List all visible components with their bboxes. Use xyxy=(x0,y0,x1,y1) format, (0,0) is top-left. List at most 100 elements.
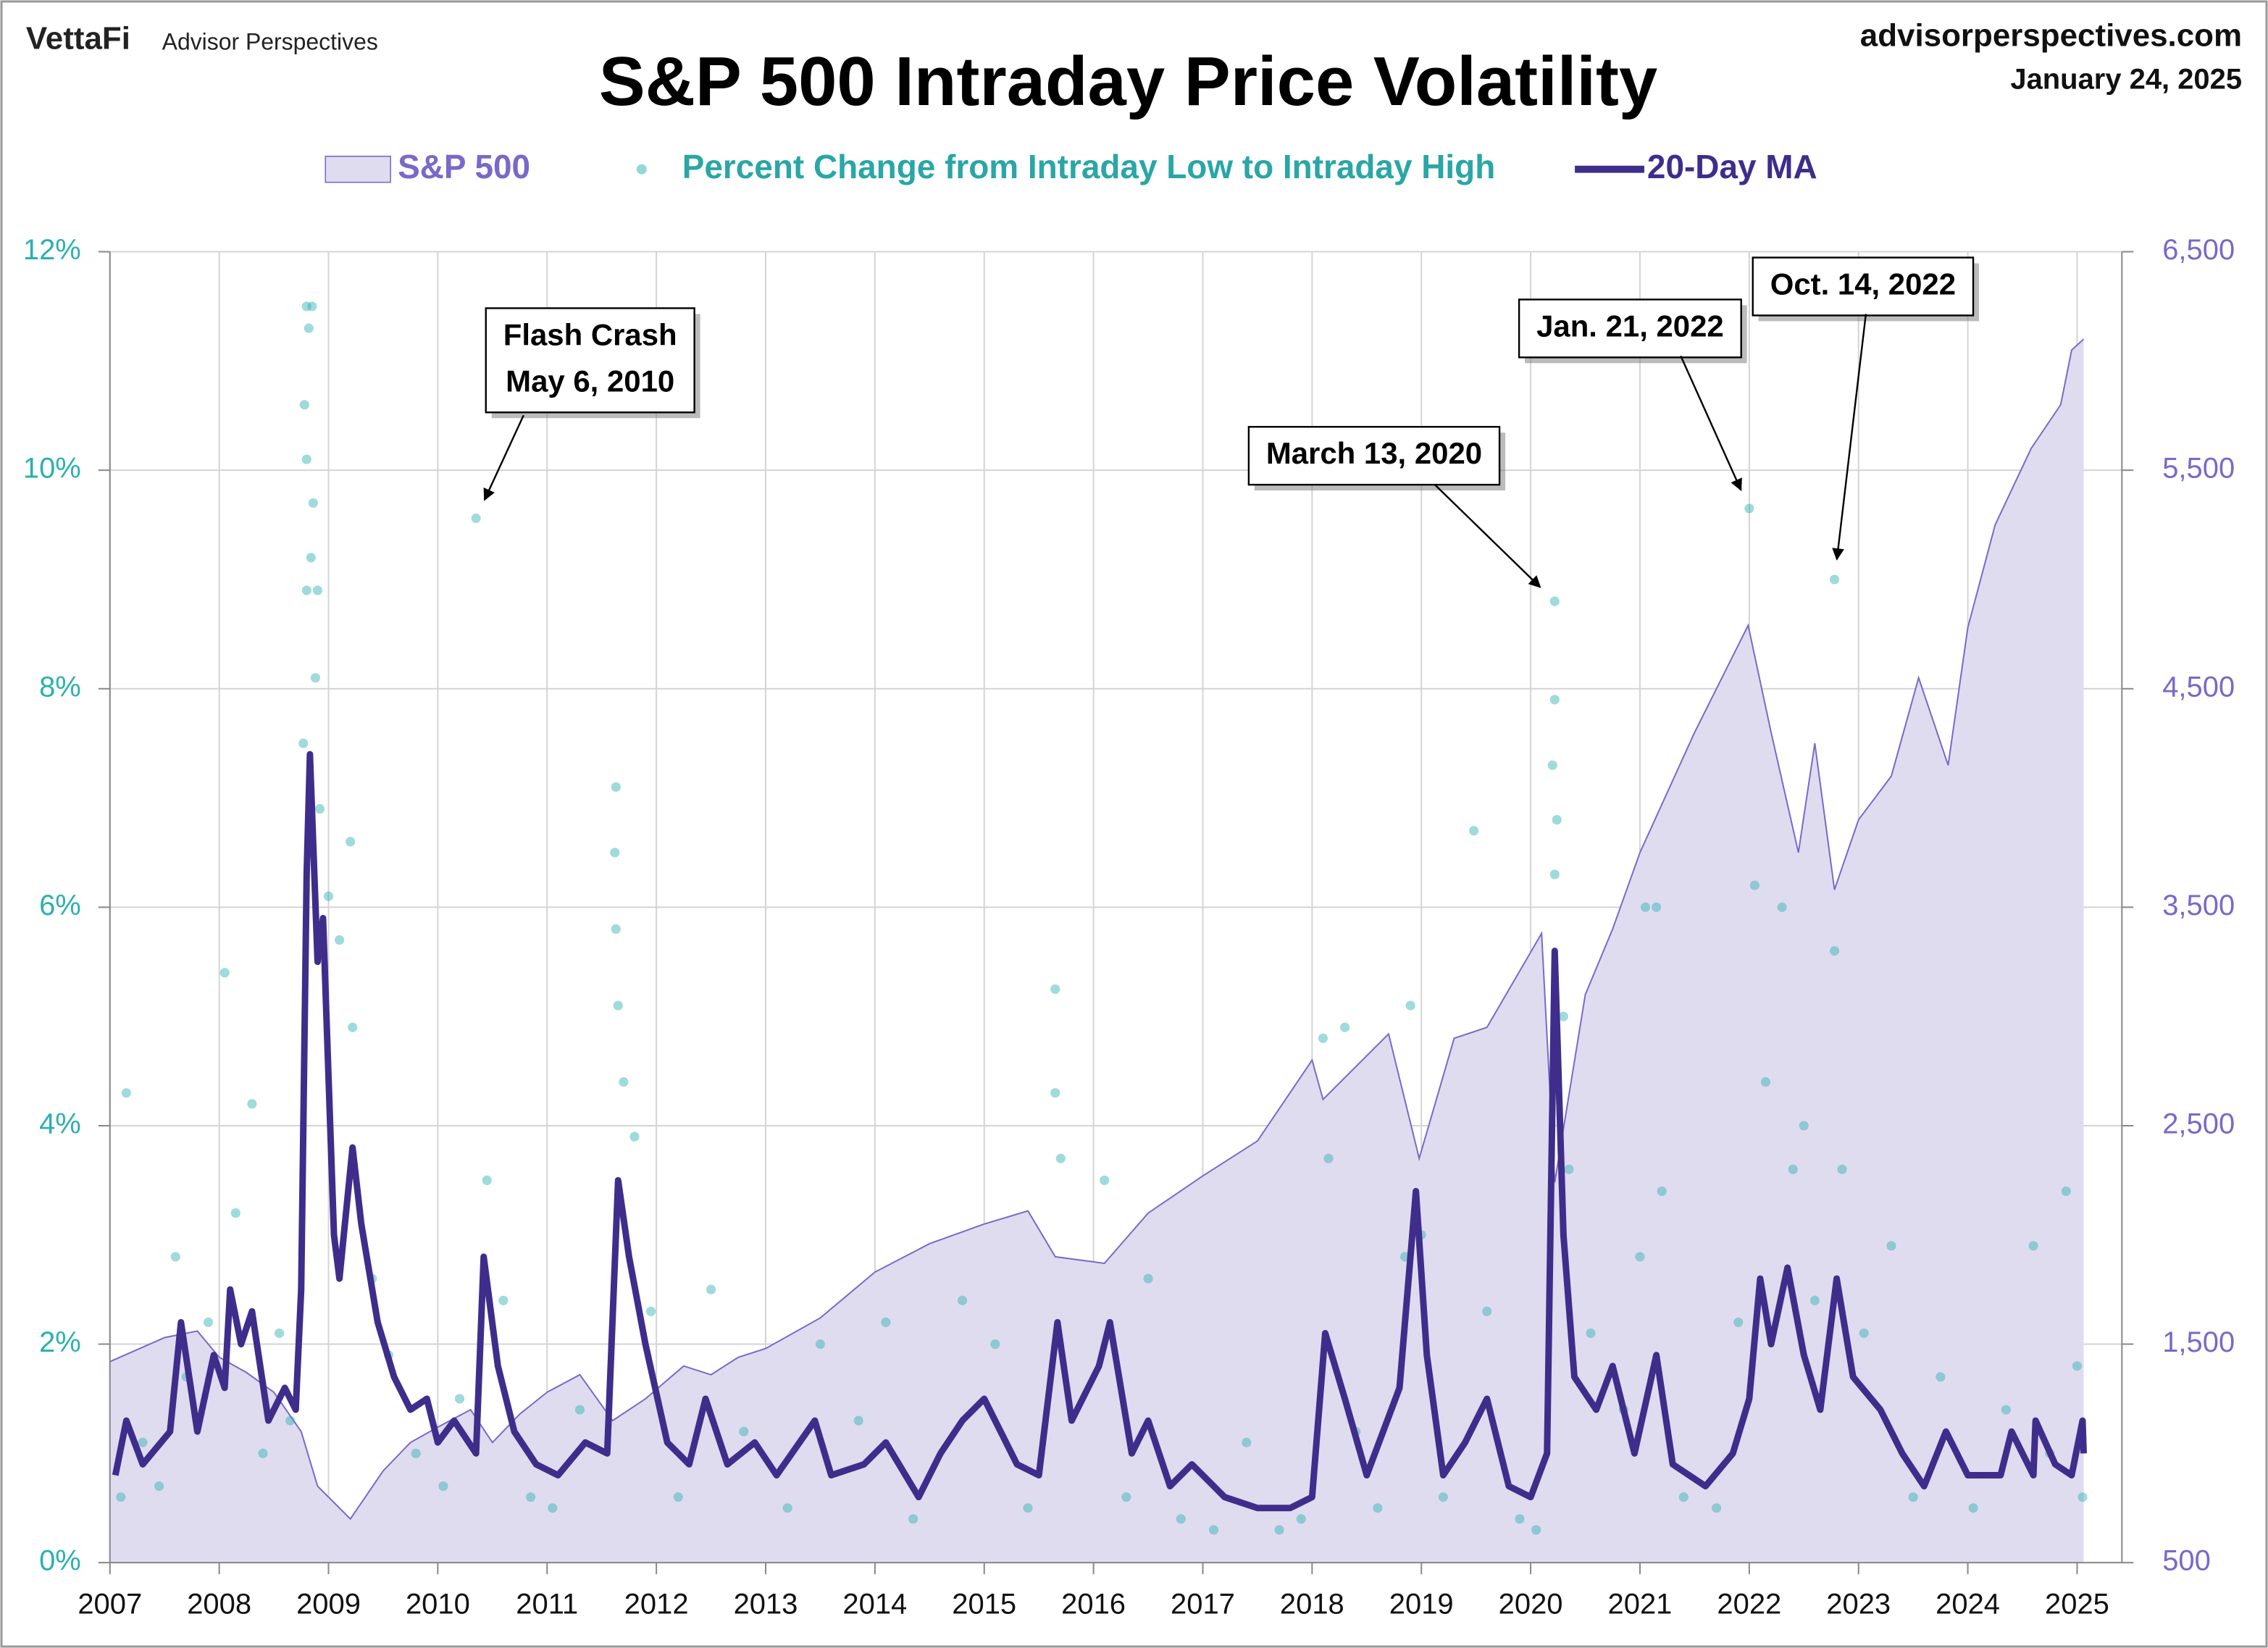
annotation-text: Flash Crash xyxy=(503,317,677,351)
dot xyxy=(673,1492,683,1502)
y-tick-label: 4% xyxy=(39,1108,81,1139)
dot xyxy=(1788,1164,1798,1174)
dot xyxy=(1760,1077,1771,1087)
dot xyxy=(1558,1011,1568,1021)
dot xyxy=(1829,574,1840,585)
dot xyxy=(1549,869,1560,879)
dot xyxy=(1023,1503,1033,1513)
annotation: Jan. 21, 2022 xyxy=(1518,298,1747,491)
dot xyxy=(1121,1492,1131,1502)
y-tick-label: 2% xyxy=(39,1326,81,1358)
dot xyxy=(285,1415,296,1426)
dot xyxy=(230,1208,240,1218)
x-tick-label: 2007 xyxy=(78,1589,142,1620)
dot xyxy=(1586,1328,1596,1339)
annotation-box xyxy=(1247,426,1501,486)
dot xyxy=(1100,1175,1110,1185)
dot xyxy=(154,1481,164,1492)
dot xyxy=(908,1514,919,1524)
dot xyxy=(1711,1503,1722,1513)
dot xyxy=(1405,1000,1415,1011)
dot xyxy=(1657,1186,1667,1197)
dot xyxy=(782,1503,792,1513)
site: advisorperspectives.com xyxy=(1860,18,2242,54)
dot xyxy=(304,323,314,333)
dot xyxy=(1274,1525,1284,1535)
y-tick-label: 8% xyxy=(39,671,81,703)
dot xyxy=(306,553,316,563)
dot xyxy=(881,1317,891,1327)
legend-item: Percent Change from Intraday Low to Intr… xyxy=(636,148,1495,185)
dot xyxy=(1564,1164,1574,1174)
dot xyxy=(1055,1153,1066,1163)
dot xyxy=(298,738,309,748)
dot xyxy=(610,848,620,858)
y2-tick-label: 3,500 xyxy=(2162,890,2235,921)
dot xyxy=(1208,1525,1219,1535)
dot xyxy=(1050,1088,1060,1098)
dot xyxy=(323,891,334,901)
dot xyxy=(1552,815,1562,825)
dot xyxy=(619,1077,629,1087)
dot xyxy=(482,1175,492,1185)
y2-tick-label: 5,500 xyxy=(2162,453,2235,485)
dot xyxy=(2001,1405,2011,1415)
dot xyxy=(1640,902,1651,912)
x-tick-label: 2008 xyxy=(187,1589,251,1620)
x-tick-label: 2020 xyxy=(1499,1589,1563,1620)
dot xyxy=(310,673,320,683)
dot xyxy=(471,513,481,524)
dot xyxy=(348,1022,358,1032)
dot xyxy=(247,1099,257,1109)
dot xyxy=(1340,1022,1350,1032)
dot xyxy=(1968,1503,1978,1513)
y-tick-label: 10% xyxy=(23,453,81,485)
annotation-box xyxy=(1518,298,1742,359)
plot xyxy=(109,301,2088,1563)
annotation-text: Oct. 14, 2022 xyxy=(1770,267,1956,301)
dot xyxy=(203,1317,214,1327)
annotation-arrow xyxy=(1434,484,1541,588)
x-tick-label: 2011 xyxy=(516,1589,578,1620)
axes: 0% 2% 4% 6% 8% 10% 12% 500 1,500 2,500 3,500 4,500 5… xyxy=(23,234,2235,1620)
dot xyxy=(1859,1328,1869,1339)
dot xyxy=(645,1306,656,1316)
dot xyxy=(301,454,311,464)
annotation-arrow xyxy=(483,414,524,501)
dot xyxy=(990,1339,1000,1350)
dot xyxy=(1829,946,1840,956)
dot xyxy=(1531,1525,1541,1535)
annotation-arrow xyxy=(1832,314,1867,561)
dot xyxy=(1749,880,1759,890)
x-tick-label: 2024 xyxy=(1936,1589,2000,1620)
x-tick-label: 2021 xyxy=(1608,1589,1673,1620)
dot xyxy=(301,301,311,311)
legend: S&P 500 Percent Change from Intraday Low … xyxy=(325,148,1817,185)
y2-tick-label: 4,500 xyxy=(2162,671,2235,703)
dot xyxy=(1744,503,1754,514)
dot xyxy=(299,400,309,410)
x-tick-label: 2015 xyxy=(952,1589,1016,1620)
dot xyxy=(312,585,323,595)
x-tick-label: 2018 xyxy=(1280,1589,1344,1620)
annotation: Flash Crash May 6, 2010 xyxy=(483,307,700,501)
dot xyxy=(1482,1306,1492,1316)
dot xyxy=(1549,695,1560,705)
x-tick-label: 2012 xyxy=(624,1589,689,1620)
chart-title: S&P 500 Intraday Price Volatility xyxy=(599,43,1657,120)
dot xyxy=(314,804,325,814)
x-tick-label: 2014 xyxy=(842,1589,907,1620)
brand: VettaFi xyxy=(26,21,130,57)
dot xyxy=(1515,1514,1525,1524)
dot xyxy=(1635,1252,1645,1262)
legend-swatch xyxy=(325,155,391,183)
legend-label: 20-Day MA xyxy=(1647,148,1817,185)
y2-tick-label: 2,500 xyxy=(2162,1108,2235,1139)
dot xyxy=(1549,596,1560,606)
dot xyxy=(574,1405,585,1415)
area-line xyxy=(109,338,2085,1521)
date: January 24, 2025 xyxy=(2010,63,2242,95)
dot xyxy=(1323,1153,1334,1163)
